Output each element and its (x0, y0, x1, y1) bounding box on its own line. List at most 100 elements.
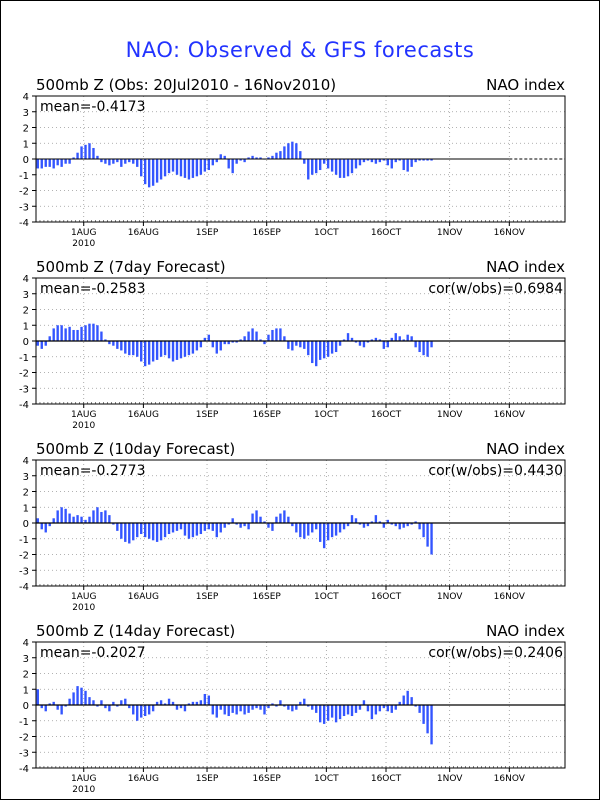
panel1-bar (311, 159, 314, 175)
panel2-bar (44, 341, 47, 346)
panel2-bar (80, 326, 83, 341)
panel3-bar (263, 521, 266, 523)
panel4-bar (410, 697, 413, 705)
panel3-bar (108, 515, 111, 523)
panel4-bar (279, 700, 282, 705)
panel2-bar (315, 341, 318, 367)
panel4-bar (215, 705, 218, 718)
panel4-bar (354, 705, 358, 713)
panel2-bar (330, 341, 334, 354)
panel3-y-tick-label: 0 (23, 519, 29, 530)
panel2-bar (406, 334, 409, 341)
panel2-bar (259, 339, 262, 341)
panel1-bar (124, 159, 127, 164)
panel1-bar (338, 159, 342, 178)
panel4-x-tick-label: 16OCT (371, 774, 402, 784)
panel3-bar (52, 518, 55, 523)
panel4-bar (80, 687, 83, 705)
panel4-bar (92, 700, 95, 705)
panel4-bar (255, 705, 258, 709)
panel1-bar (235, 159, 238, 164)
panel3-bar (219, 523, 222, 533)
panel1-bar (358, 159, 362, 166)
panel4-bar (151, 705, 155, 712)
panel4-y-tick-label: 0 (23, 701, 29, 712)
panel1-bar (128, 159, 131, 163)
panel4-bar (430, 705, 433, 745)
panel2-bar (136, 341, 139, 357)
panel3-bar (287, 516, 290, 523)
panel3-bar (159, 523, 163, 541)
panel3-bar (338, 523, 342, 533)
panel4-bar (72, 692, 75, 705)
panel4-bar (334, 705, 338, 723)
panel4-mean-text: mean=-0.2027 (40, 645, 145, 661)
panel3-bar (275, 516, 278, 523)
panel1-bar (163, 159, 167, 177)
panel4-bar (116, 705, 119, 707)
panel2-bar (322, 341, 326, 359)
panel1-x-tick-label: 16SEP (253, 228, 282, 238)
page-title: NAO: Observed & GFS forecasts (125, 38, 475, 62)
panel2-y-tick-label: -3 (19, 384, 29, 395)
panel4-bar (104, 705, 107, 709)
panel4-bar (48, 703, 51, 705)
panel1-bar (390, 159, 393, 169)
panel2-bar (56, 325, 59, 341)
panel2-bar (342, 339, 346, 341)
panel3-bar (430, 523, 433, 555)
panel4-x-tick-label: 16AUG (128, 774, 159, 784)
panel3-x-tick-label: 1AUG (71, 592, 96, 602)
panel3-bar (84, 519, 87, 523)
panel2-y-tick-label: 0 (23, 337, 29, 348)
panel1-x-tick-label: 16NOV (494, 228, 526, 238)
panel3-bar (251, 513, 254, 523)
panel1-y-tick-label: -1 (19, 171, 29, 182)
panel4-bar (370, 705, 374, 720)
panel1-bar (239, 159, 242, 161)
panel2-bar (366, 341, 370, 343)
panel2-bar (76, 329, 79, 341)
panel2-bar (338, 341, 342, 346)
panel3-bar (143, 523, 147, 538)
panel2-bar (390, 337, 393, 341)
panel2-bar (311, 341, 314, 364)
panel2-bar (48, 336, 51, 341)
panel3-bar (171, 523, 175, 533)
panel2-bar (187, 341, 191, 356)
panel4-bar (418, 705, 421, 713)
panel1-x-tick-label: 1AUG (71, 228, 96, 238)
panel4-bar (330, 705, 334, 718)
panel4-bar (143, 705, 147, 717)
panel2-bar (271, 329, 274, 341)
panel1-bar (414, 159, 417, 163)
panel3-bar (271, 523, 274, 531)
panel2-bar (40, 341, 43, 349)
panel1-bar (307, 159, 310, 180)
panel4-bar (350, 705, 354, 717)
panel1-bar (132, 159, 135, 164)
panel4-bar (159, 700, 163, 705)
panel4-y-tick-label: 2 (23, 670, 29, 681)
panel1-bar (36, 159, 39, 169)
panel4-bar (247, 705, 250, 713)
panel3-bar (267, 523, 270, 528)
panel3-bar (342, 523, 346, 530)
panel3-bar (203, 523, 207, 531)
panel3-bar (191, 523, 195, 538)
panel4-bar (128, 705, 131, 709)
panel2-bar (346, 333, 350, 341)
panel1-x-year-label: 2010 (72, 239, 95, 249)
panel2-bar (207, 334, 211, 341)
panel4-bar (307, 705, 310, 707)
panel2-y-tick-label: -4 (19, 400, 29, 411)
panel4-bar (155, 701, 159, 705)
panel4-bar (223, 705, 226, 715)
panel4-bar (36, 689, 39, 705)
panel3-bar (199, 523, 203, 535)
panel4-bar (271, 703, 274, 705)
panel4-bar (287, 705, 290, 710)
panel2-bar (414, 341, 417, 348)
panel3-bar (151, 523, 155, 541)
panel1-bar (88, 143, 91, 159)
